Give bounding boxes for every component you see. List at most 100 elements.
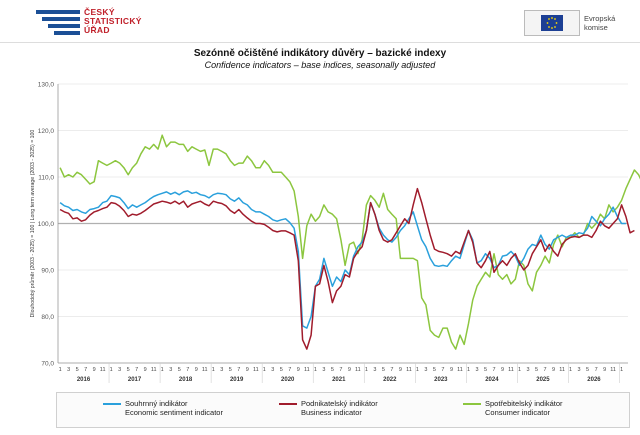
x-tick-year-label: 2024 (485, 377, 499, 383)
line-chart: 70,0 80,0 90,0 100,0 110,0 120,0 130,0 Dlouhodo… (29, 82, 640, 383)
x-tick-month-label: 3 (527, 367, 530, 373)
x-tick-month-label: 1 (518, 367, 521, 373)
x-tick-month-label: 9 (348, 367, 351, 373)
x-tick-month-label: 7 (544, 367, 547, 373)
series-line-consumer (59, 134, 640, 350)
x-tick-month-label: 9 (501, 367, 504, 373)
x-tick-year-label: 2026 (587, 377, 601, 383)
x-tick-month-label: 1 (161, 367, 164, 373)
x-tick-month-label: 11 (355, 367, 361, 373)
x-tick-month-label: 9 (93, 367, 96, 373)
x-tick-month-label: 5 (382, 367, 385, 373)
x-tick-month-label: 3 (220, 367, 223, 373)
x-tick-month-label: 5 (535, 367, 538, 373)
legend-label-cz: Souhrnný indikátor (125, 399, 188, 408)
legend-label-en: Consumer indicator (485, 408, 551, 417)
legend-label-en: Economic sentiment indicator (125, 408, 223, 417)
csu-logo-text: ČESKÝ STATISTICKÝ ÚŘAD (84, 8, 142, 35)
x-tick-month-label: 3 (271, 367, 274, 373)
legend-label-consumer: Spotřebitelský indikátor Consumer indica… (485, 399, 563, 417)
x-tick-month-label: 3 (373, 367, 376, 373)
y-tick-label: 100,0 (38, 221, 55, 228)
legend-swatch-economic (103, 403, 121, 405)
eu-logo: Evropská komise (524, 10, 616, 36)
x-tick-year-label: 2023 (434, 377, 448, 383)
x-tick-month-label: 7 (288, 367, 291, 373)
y-axis-label: Dlouhodobý průměr (2003 - 2025) = 100 | … (29, 130, 36, 318)
x-tick-month-label: 5 (76, 367, 79, 373)
x-tick-month-label: 11 (202, 367, 208, 373)
x-tick-month-label: 7 (595, 367, 598, 373)
eu-stars-icon (546, 17, 558, 29)
legend-swatch-business (279, 403, 297, 405)
x-tick-month-label: 5 (178, 367, 181, 373)
y-tick-label: 110,0 (38, 175, 54, 182)
x-tick-month-label: 5 (127, 367, 130, 373)
x-tick-year-label: 2017 (128, 377, 142, 383)
x-tick-month-label: 5 (331, 367, 334, 373)
eu-logo-line: Evropská (584, 14, 616, 23)
x-tick-month-label: 11 (610, 367, 616, 373)
x-tick-month-label: 9 (399, 367, 402, 373)
eu-flag-icon (541, 15, 563, 31)
legend-label-cz: Spotřebitelský indikátor (485, 399, 563, 408)
x-tick-month-label: 7 (492, 367, 495, 373)
x-tick-year-label: 2020 (281, 377, 295, 383)
x-tick-month-label: 9 (450, 367, 453, 373)
x-tick-month-label: 5 (484, 367, 487, 373)
x-tick-year-label: 2018 (179, 377, 193, 383)
x-tick-month-label: 9 (603, 367, 606, 373)
csu-logo-line: STATISTICKÝ (84, 16, 142, 26)
x-tick-month-label: 1 (212, 367, 215, 373)
x-tick-month-label: 3 (169, 367, 172, 373)
y-tick-label: 90,0 (41, 268, 54, 275)
x-tick-month-label: 11 (559, 367, 565, 373)
x-tick-month-label: 3 (578, 367, 581, 373)
x-tick-month-label: 7 (84, 367, 87, 373)
x-tick-month-label: 11 (100, 367, 106, 373)
x-tick-month-label: 11 (508, 367, 514, 373)
x-tick-year-label: 2021 (332, 377, 346, 383)
x-tick-month-label: 3 (475, 367, 478, 373)
x-tick-month-label: 1 (314, 367, 317, 373)
x-tick-month-label: 11 (406, 367, 412, 373)
eu-logo-line: komise (584, 23, 608, 32)
x-tick-month-label: 3 (322, 367, 325, 373)
y-tick-label: 80,0 (41, 314, 54, 321)
x-tick-month-label: 9 (297, 367, 300, 373)
x-tick-month-label: 1 (467, 367, 470, 373)
x-tick-month-label: 3 (424, 367, 427, 373)
x-tick-month-label: 11 (151, 367, 157, 373)
x-tick-month-label: 5 (433, 367, 436, 373)
x-tick-month-label: 1 (416, 367, 419, 373)
csu-logo-line: ČESKÝ (84, 7, 115, 17)
x-tick-year-label: 2022 (383, 377, 397, 383)
x-tick-month-label: 1 (263, 367, 266, 373)
legend-swatch-consumer (463, 403, 481, 405)
x-tick-month-label: 7 (390, 367, 393, 373)
x-tick-month-label: 1 (365, 367, 368, 373)
chart-subtitle: Confidence indicators – base indices, se… (204, 60, 436, 70)
y-tick-label: 120,0 (38, 128, 55, 135)
x-tick-month-label: 7 (441, 367, 444, 373)
x-tick-month-label: 1 (569, 367, 572, 373)
x-tick-month-label: 7 (339, 367, 342, 373)
x-tick-month-label: 1 (59, 367, 62, 373)
legend-label-economic: Souhrnný indikátor Economic sentiment in… (125, 399, 223, 417)
x-tick-month-label: 1 (620, 367, 623, 373)
chart-title: Sezónně očištěné indikátory důvěry – baz… (193, 48, 447, 59)
legend-label-en: Business indicator (301, 408, 362, 417)
csu-logo-bar (36, 10, 80, 14)
eu-logo-text: Evropská komise (584, 14, 615, 32)
x-tick-year-label: 2016 (77, 377, 91, 383)
csu-logo: ČESKÝ STATISTICKÝ ÚŘAD (36, 8, 166, 42)
x-tick-month-label: 11 (304, 367, 310, 373)
x-tick-month-label: 9 (144, 367, 147, 373)
csu-logo-bar (48, 24, 80, 28)
csu-logo-bar (42, 17, 80, 21)
y-tick-label: 70,0 (41, 361, 54, 368)
x-tick-month-label: 5 (280, 367, 283, 373)
x-tick-month-label: 1 (110, 367, 113, 373)
x-tick-month-label: 11 (457, 367, 463, 373)
csu-logo-line: ÚŘAD (84, 25, 110, 35)
